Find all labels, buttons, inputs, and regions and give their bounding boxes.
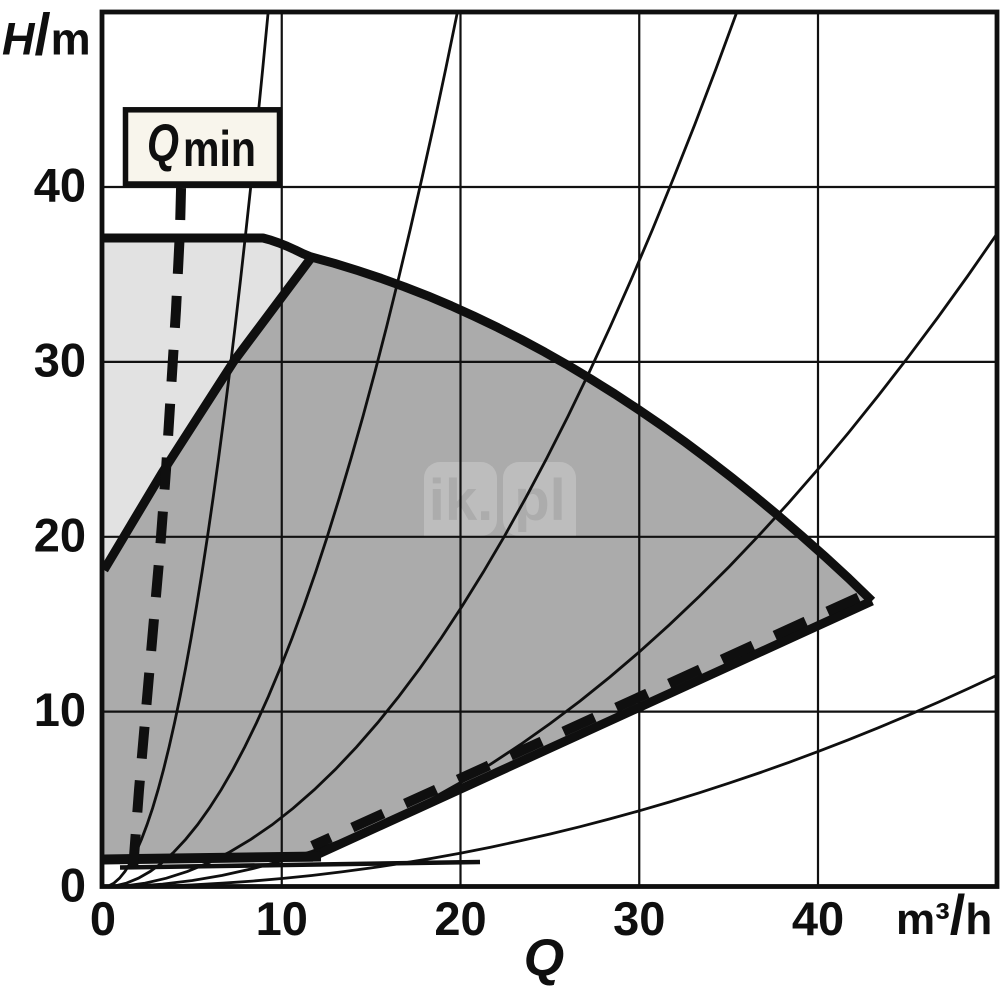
svg-text:H/m: H/m	[2, 3, 91, 68]
svg-text:pl: pl	[514, 468, 566, 533]
svg-text:Q: Q	[147, 114, 179, 173]
svg-text:20: 20	[434, 892, 486, 945]
svg-text:min: min	[183, 121, 256, 177]
svg-text:20: 20	[34, 508, 86, 561]
svg-text:40: 40	[34, 159, 86, 212]
svg-text:0: 0	[90, 892, 116, 945]
svg-text:10: 10	[34, 683, 86, 736]
svg-text:10: 10	[256, 892, 308, 945]
svg-text:0: 0	[60, 859, 86, 912]
svg-text:30: 30	[34, 333, 86, 386]
svg-text:30: 30	[613, 892, 665, 945]
svg-text:Q: Q	[524, 930, 564, 988]
svg-text:40: 40	[792, 892, 844, 945]
